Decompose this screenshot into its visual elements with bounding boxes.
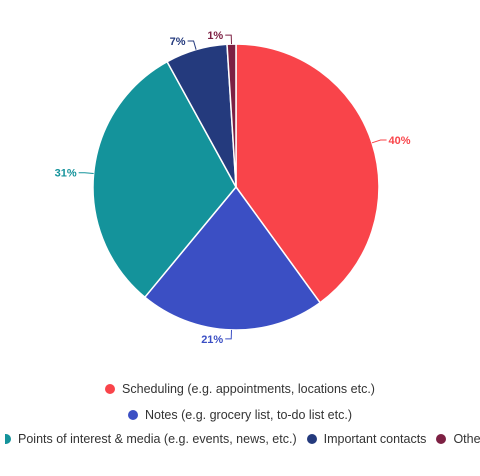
leader-line-other (225, 34, 233, 45)
legend-item-other[interactable]: Other (436, 432, 480, 446)
legend-label-other: Other (453, 432, 480, 446)
leader-line-important-contacts (187, 40, 197, 50)
legend-item-scheduling[interactable]: Scheduling (e.g. appointments, locations… (105, 382, 375, 396)
data-label-points-of-interest-media-e-g-events-news-etc: 31% (55, 168, 77, 180)
legend-row-1: Scheduling (e.g. appointments, locations… (0, 382, 480, 396)
legend-label-points-of-interest: Points of interest & media (e.g. events,… (18, 432, 297, 446)
leader-line-notes-e-g-grocery-list-to-do-list-etc (225, 329, 233, 340)
legend-item-important-contacts[interactable]: Important contacts (306, 432, 427, 446)
data-label-important-contacts: 7% (170, 36, 186, 48)
data-label-notes-e-g-grocery-list-to-do-list-etc: 21% (201, 334, 223, 346)
leader-line-scheduling-e-g-appointments-locations-etc (371, 139, 387, 144)
legend-swatch-other (436, 434, 447, 444)
legend-item-notes[interactable]: Notes (e.g. grocery list, to-do list etc… (127, 408, 352, 422)
legend-swatch-scheduling (105, 384, 116, 394)
legend-label-scheduling: Scheduling (e.g. appointments, locations… (122, 382, 375, 396)
legend-label-important-contacts: Important contacts (323, 432, 427, 446)
pie-chart: 40% 21% 31% 7% 1% (55, 30, 411, 346)
legend-row-3: Points of interest & media (e.g. events,… (5, 432, 480, 446)
legend-swatch-notes (127, 410, 138, 420)
data-label-scheduling-e-g-appointments-locations-etc: 40% (389, 135, 411, 147)
pie-slice-notes-e-g-grocery-list-to-do-list-etc[interactable] (143, 185, 322, 331)
data-label-other: 1% (207, 30, 223, 42)
pie-slice-scheduling-e-g-appointments-locations-etc[interactable] (235, 43, 380, 304)
legend-item-points-of-interest[interactable]: Points of interest & media (e.g. events,… (5, 432, 297, 446)
leader-line-points-of-interest-media-e-g-events-news-etc (78, 172, 94, 175)
legend-label-notes: Notes (e.g. grocery list, to-do list etc… (144, 408, 352, 422)
legend-swatch-points-of-interest (5, 434, 11, 444)
legend-swatch-important-contacts (306, 434, 317, 444)
legend-row-2: Notes (e.g. grocery list, to-do list etc… (0, 408, 480, 422)
pie-slice-other[interactable] (226, 43, 237, 188)
